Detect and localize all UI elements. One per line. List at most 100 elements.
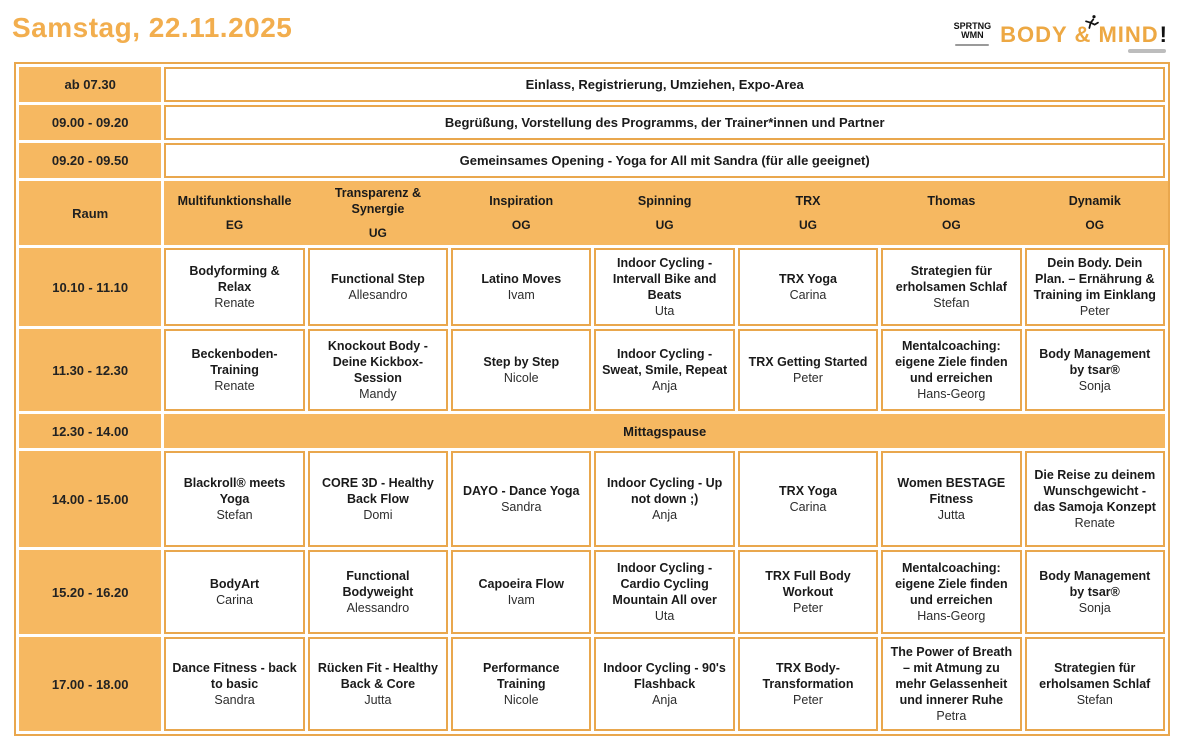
row-slot-1010: 10.10 - 11.10 Bodyforming & Relax Renate… — [19, 248, 1165, 326]
session-title: Capoeira Flow — [478, 576, 564, 591]
session-trainer: Carina — [789, 499, 827, 514]
row-einlass: ab 07.30 Einlass, Registrierung, Umziehe… — [19, 67, 1165, 102]
room-header-spinning: Spinning UG — [594, 181, 735, 245]
session-title: Body Management by tsar® — [1039, 568, 1151, 599]
row-begruessung: 09.00 - 09.20 Begrüßung, Vorstellung des… — [19, 105, 1165, 140]
session-trainer: Mandy — [359, 386, 397, 401]
room-header-multifunktionshalle: Multifunktionshalle EG — [164, 181, 305, 245]
row-opening: 09.20 - 09.50 Gemeinsames Opening - Yoga… — [19, 143, 1165, 178]
time-cell: 15.20 - 16.20 — [19, 550, 162, 634]
session-cell: DAYO - Dance Yoga Sandra — [451, 451, 592, 547]
exclaim-mark: ! — [1159, 22, 1168, 47]
session-cell: Body Management by tsar® Sonja — [1024, 329, 1165, 411]
body-and-mind-text: BODY & MIND — [1000, 22, 1159, 47]
session-title: Indoor Cycling - Sweat, Smile, Repeat — [602, 346, 728, 377]
session-trainer: Peter — [793, 600, 823, 615]
session-trainer: Peter — [793, 370, 823, 385]
session-cell: Strategien für erholsamen Schlaf Stefan — [881, 248, 1022, 326]
session-title: BodyArt — [209, 576, 260, 591]
session-title: Latino Moves — [481, 271, 562, 286]
session-title: Knockout Body - Deine Kickbox-Session — [327, 338, 428, 385]
time-cell: 09.20 - 09.50 — [19, 143, 162, 178]
session-trainer: Hans-Georg — [917, 608, 986, 623]
session-trainer: Ivam — [507, 287, 535, 302]
room-name: Transparenz & Synergie — [334, 185, 421, 216]
event-cell: Begrüßung, Vorstellung des Programms, de… — [164, 105, 1165, 140]
time-cell: 17.00 - 18.00 — [19, 637, 162, 731]
session-trainer: Hans-Georg — [917, 386, 986, 401]
session-title: TRX Getting Started — [748, 354, 868, 369]
session-trainer: Sandra — [214, 692, 255, 707]
session-trainer: Peter — [1079, 303, 1110, 318]
session-trainer: Stefan — [216, 507, 253, 522]
session-trainer: Jutta — [937, 507, 965, 522]
session-cell: Mentalcoaching: eigene Ziele finden und … — [881, 329, 1022, 411]
session-title: CORE 3D - Healthy Back Flow — [321, 475, 434, 506]
session-trainer: Carina — [216, 592, 253, 607]
session-title: Rücken Fit - Healthy Back & Core — [317, 660, 438, 691]
session-cell: Step by Step Nicole — [451, 329, 592, 411]
session-title: Dance Fitness - back to basic — [172, 660, 297, 691]
session-trainer: Uta — [654, 608, 675, 623]
room-name: Inspiration — [489, 193, 554, 208]
room-name: Dynamik — [1068, 193, 1121, 208]
session-trainer: Anja — [652, 507, 678, 522]
session-cell: CORE 3D - Healthy Back Flow Domi — [307, 451, 449, 547]
event-cell: Einlass, Registrierung, Umziehen, Expo-A… — [164, 67, 1165, 102]
session-trainer: Alessandro — [346, 600, 410, 615]
session-trainer: Domi — [363, 507, 393, 522]
session-title: Strategien für erholsamen Schlaf — [895, 263, 1007, 294]
session-cell: Capoeira Flow Ivam — [451, 550, 592, 634]
room-label-cell: Raum — [19, 181, 162, 245]
time-cell: 09.00 - 09.20 — [19, 105, 162, 140]
session-title: Indoor Cycling - Cardio Cycling Mountain… — [612, 560, 717, 607]
session-cell: TRX Full Body Workout Peter — [737, 550, 879, 634]
session-cell: Performance Training Nicole — [451, 637, 592, 731]
session-cell: Dance Fitness - back to basic Sandra — [164, 637, 305, 731]
session-trainer: Renate — [1074, 515, 1115, 530]
session-cell: TRX Body-Transformation Peter — [737, 637, 879, 731]
session-title: Beckenboden-Training — [191, 346, 278, 377]
session-cell: TRX Getting Started Peter — [737, 329, 879, 411]
session-cell: Indoor Cycling - Sweat, Smile, Repeat An… — [594, 329, 735, 411]
time-cell: 12.30 - 14.00 — [19, 414, 162, 448]
session-title: Functional Step — [331, 271, 425, 286]
session-title: Indoor Cycling - Up not down ;) — [606, 475, 723, 506]
time-cell: 14.00 - 15.00 — [19, 451, 162, 547]
session-title: Mentalcoaching: eigene Ziele finden und … — [895, 338, 1008, 385]
room-header-trx: TRX UG — [737, 181, 879, 245]
session-title: Women BESTAGE Fitness — [897, 475, 1006, 506]
room-header-inspiration: Inspiration OG — [451, 181, 592, 245]
session-cell: Dein Body. Dein Plan. – Ernährung & Trai… — [1024, 248, 1165, 326]
session-cell: Strategien für erholsamen Schlaf Stefan — [1024, 637, 1165, 731]
powered-by-mark — [1128, 49, 1166, 53]
room-name: TRX — [795, 193, 821, 208]
row-mittagspause: 12.30 - 14.00 Mittagspause — [19, 414, 1165, 448]
session-cell: Indoor Cycling - 90's Flashback Anja — [594, 637, 735, 731]
session-cell: TRX Yoga Carina — [737, 451, 879, 547]
session-cell: Mentalcoaching: eigene Ziele finden und … — [881, 550, 1022, 634]
row-slot-1520: 15.20 - 16.20 BodyArt Carina Functional … — [19, 550, 1165, 634]
session-title: Indoor Cycling - Intervall Bike and Beat… — [612, 255, 717, 302]
session-trainer: Anja — [652, 692, 678, 707]
session-trainer: Renate — [214, 378, 255, 393]
session-trainer: Petra — [936, 708, 967, 723]
session-title: Strategien für erholsamen Schlaf — [1039, 660, 1151, 691]
sprtng-wmn-logo: SPRTNG WMN — [954, 18, 991, 46]
row-room-header: Raum Multifunktionshalle EG Transparenz … — [19, 181, 1165, 245]
session-trainer: Renate — [214, 295, 255, 310]
event-logo: SPRTNG WMN BODY & MIND! — [954, 15, 1168, 53]
session-cell: Blackroll® meets Yoga Stefan — [164, 451, 305, 547]
session-trainer: Allesandro — [348, 287, 408, 302]
room-floor: OG — [511, 218, 531, 233]
session-title: DAYO - Dance Yoga — [463, 483, 580, 498]
session-cell: Knockout Body - Deine Kickbox-Session Ma… — [307, 329, 449, 411]
kicking-figure-icon — [1084, 12, 1100, 34]
brand-line2: WMN — [961, 30, 984, 41]
session-cell: Indoor Cycling - Up not down ;) Anja — [594, 451, 735, 547]
room-floor: UG — [655, 218, 674, 233]
session-trainer: Ivam — [507, 592, 535, 607]
session-cell: The Power of Breath – mit Atmung zu mehr… — [881, 637, 1022, 731]
session-title: Performance Training — [483, 660, 560, 691]
session-title: TRX Body-Transformation — [762, 660, 854, 691]
